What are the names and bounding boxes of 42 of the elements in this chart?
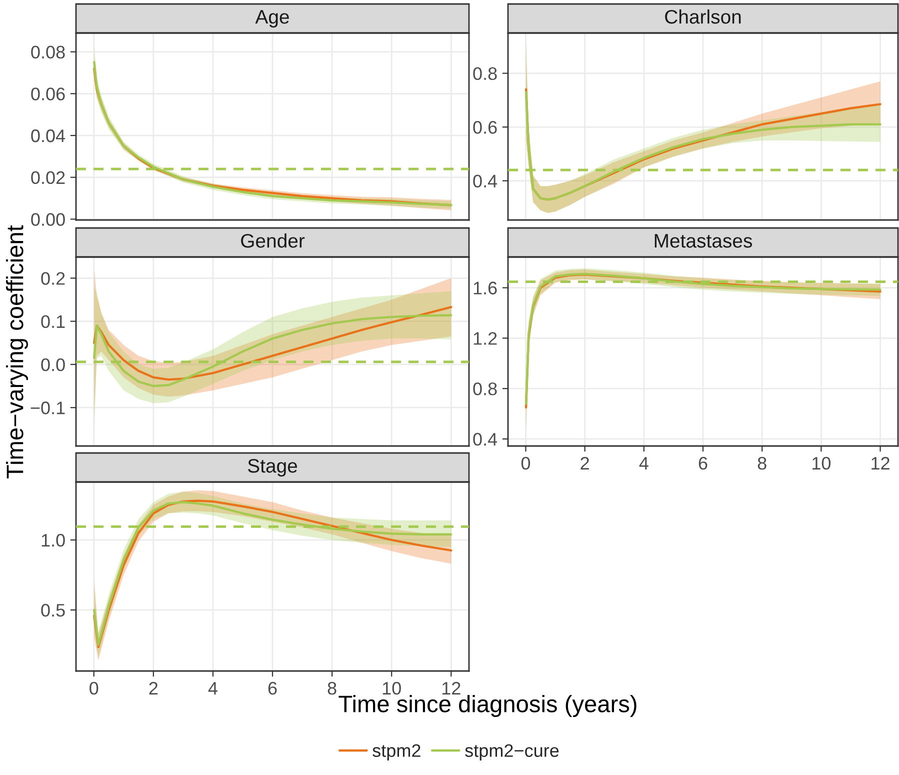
x-tick-label: 0 <box>90 682 98 695</box>
x-tick-label: 4 <box>208 682 218 694</box>
y-tick-label: 0.2 <box>41 272 65 285</box>
chart-title: Metastases <box>654 234 752 248</box>
y-tick-label: 0.4 <box>473 432 498 446</box>
y-tick-label: 0.06 <box>31 88 65 100</box>
chart-title: Gender <box>241 233 305 248</box>
y-tick-label: 0.8 <box>473 67 497 80</box>
y-tick-label: 1.2 <box>474 332 497 345</box>
x-tick-label: 12 <box>442 682 460 694</box>
x-tick-label: 6 <box>268 682 277 695</box>
y-tick-label: 0.8 <box>473 382 497 396</box>
x-tick-label: 4 <box>639 457 648 470</box>
x-tick-label: 0 <box>521 456 530 470</box>
x-tick-label: 8 <box>758 456 766 470</box>
y-tick-label: 0.02 <box>31 171 65 184</box>
y-tick-label: 0.04 <box>31 129 66 142</box>
x-tick-label: 12 <box>872 456 890 470</box>
y-tick-label: 0.5 <box>41 604 65 617</box>
x-tick-label: 2 <box>149 682 158 694</box>
chart-title: Age <box>255 10 289 28</box>
x-tick-label: 6 <box>698 456 708 470</box>
y-tick-label: 0.0 <box>41 358 65 372</box>
y-tick-label: 0.1 <box>41 315 65 328</box>
y-tick-label: 0.00 <box>31 213 65 226</box>
line-series <box>93 306 452 381</box>
legend-label: stpm2 <box>372 744 420 761</box>
x-tick-label: 10 <box>382 682 401 695</box>
chart-title: Stage <box>248 458 298 477</box>
x-tick-label: 2 <box>580 456 589 470</box>
y-tick-label: 1.0 <box>42 534 65 547</box>
y-tick-label: 0.08 <box>31 46 65 59</box>
y-tick-label: 0.4 <box>473 174 498 188</box>
y-tick-label: 0.6 <box>473 120 497 134</box>
y-tick-label: −0.1 <box>30 402 65 414</box>
x-axis-title: Time since diagnosis (years) <box>338 694 636 718</box>
legend-label: stpm2−cure <box>465 744 559 761</box>
x-tick-label: 10 <box>812 456 831 470</box>
x-tick-label: 8 <box>328 682 336 695</box>
y-tick-label: 1.6 <box>474 282 497 294</box>
y-axis-title: Time−varying coefficient <box>6 225 28 478</box>
chart-title: Charlson <box>665 9 741 24</box>
